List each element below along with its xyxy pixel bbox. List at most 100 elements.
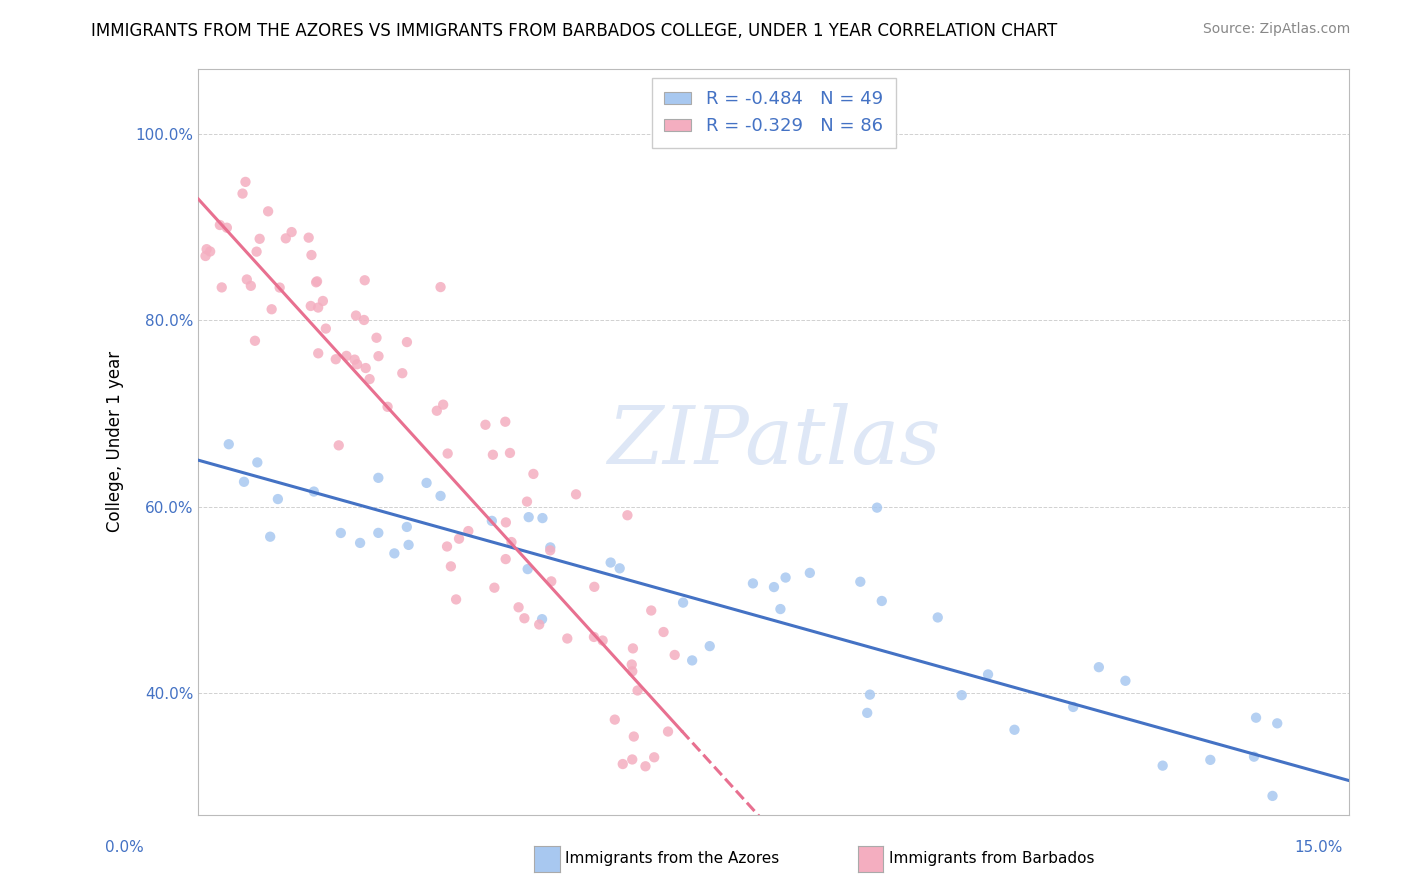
Point: [245, 244, 267, 259]
Point: [977, 667, 1000, 681]
Point: [762, 580, 785, 594]
Point: [198, 244, 221, 259]
Point: [233, 475, 256, 489]
Point: [516, 494, 538, 508]
Point: [664, 648, 686, 662]
Text: IMMIGRANTS FROM THE AZORES VS IMMIGRANTS FROM BARBADOS COLLEGE, UNDER 1 YEAR COR: IMMIGRANTS FROM THE AZORES VS IMMIGRANTS…: [91, 22, 1057, 40]
Point: [540, 574, 562, 589]
Text: Immigrants from Barbados: Immigrants from Barbados: [889, 852, 1094, 866]
Point: [616, 508, 638, 523]
Point: [626, 683, 648, 698]
Point: [513, 611, 536, 625]
Point: [436, 446, 458, 460]
Point: [211, 280, 233, 294]
Point: [1265, 716, 1288, 731]
Point: [343, 352, 366, 367]
Point: [302, 484, 325, 499]
Text: 0.0%: 0.0%: [105, 840, 145, 855]
Point: [457, 524, 479, 538]
Point: [367, 525, 389, 540]
Point: [495, 552, 517, 566]
Point: [426, 403, 449, 417]
Point: [231, 186, 253, 201]
Point: [866, 500, 889, 515]
Point: [344, 309, 367, 323]
Point: [257, 204, 280, 219]
Point: [246, 455, 269, 469]
Point: [481, 514, 503, 528]
Point: [429, 280, 451, 294]
Point: [315, 321, 337, 335]
Point: [335, 349, 357, 363]
Point: [429, 489, 451, 503]
Point: [482, 448, 505, 462]
Point: [612, 757, 634, 772]
Point: [377, 400, 399, 414]
Point: [634, 759, 657, 773]
Point: [620, 657, 643, 672]
Point: [603, 713, 626, 727]
Point: [501, 535, 523, 549]
Point: [516, 562, 538, 576]
Point: [436, 540, 458, 554]
Point: [621, 665, 644, 679]
Point: [249, 232, 271, 246]
Point: [259, 530, 281, 544]
Point: [349, 536, 371, 550]
Point: [640, 603, 662, 617]
Point: [391, 366, 413, 380]
Point: [274, 231, 297, 245]
Point: [398, 538, 420, 552]
Point: [657, 724, 679, 739]
Point: [592, 633, 614, 648]
Text: ZIPatlas: ZIPatlas: [607, 403, 941, 480]
Point: [440, 559, 463, 574]
Point: [260, 302, 283, 317]
Point: [395, 520, 418, 534]
Point: [681, 653, 703, 667]
Point: [298, 230, 321, 244]
Point: [859, 688, 882, 702]
Point: [775, 570, 797, 584]
Point: [1088, 660, 1111, 674]
Point: [1244, 711, 1267, 725]
Point: [672, 596, 695, 610]
Point: [395, 335, 418, 350]
Point: [235, 175, 257, 189]
Point: [267, 491, 290, 506]
Point: [849, 574, 872, 589]
Point: [1062, 700, 1084, 714]
Point: [582, 630, 605, 644]
Point: [1261, 789, 1284, 803]
Point: [538, 541, 561, 555]
Point: [1199, 753, 1222, 767]
Point: [218, 437, 240, 451]
Point: [444, 592, 467, 607]
Text: Immigrants from the Azores: Immigrants from the Azores: [565, 852, 779, 866]
Point: [1114, 673, 1136, 688]
Text: Source: ZipAtlas.com: Source: ZipAtlas.com: [1202, 22, 1350, 37]
Y-axis label: College, Under 1 year: College, Under 1 year: [107, 351, 124, 533]
Text: 15.0%: 15.0%: [1295, 840, 1343, 855]
Point: [623, 730, 645, 744]
Point: [367, 349, 389, 363]
Point: [484, 581, 506, 595]
Point: [194, 249, 217, 263]
Point: [799, 566, 821, 580]
Point: [366, 331, 388, 345]
Point: [583, 580, 606, 594]
Point: [432, 398, 454, 412]
Legend: R = -0.484   N = 49, R = -0.329   N = 86: R = -0.484 N = 49, R = -0.329 N = 86: [651, 78, 896, 148]
Point: [346, 357, 368, 371]
Point: [236, 272, 259, 286]
Point: [599, 556, 621, 570]
Point: [382, 546, 405, 560]
Point: [1152, 758, 1174, 772]
Point: [856, 706, 879, 720]
Point: [508, 600, 530, 615]
Point: [494, 415, 516, 429]
Point: [499, 446, 522, 460]
Point: [354, 361, 377, 376]
Point: [742, 576, 765, 591]
Point: [325, 352, 347, 367]
